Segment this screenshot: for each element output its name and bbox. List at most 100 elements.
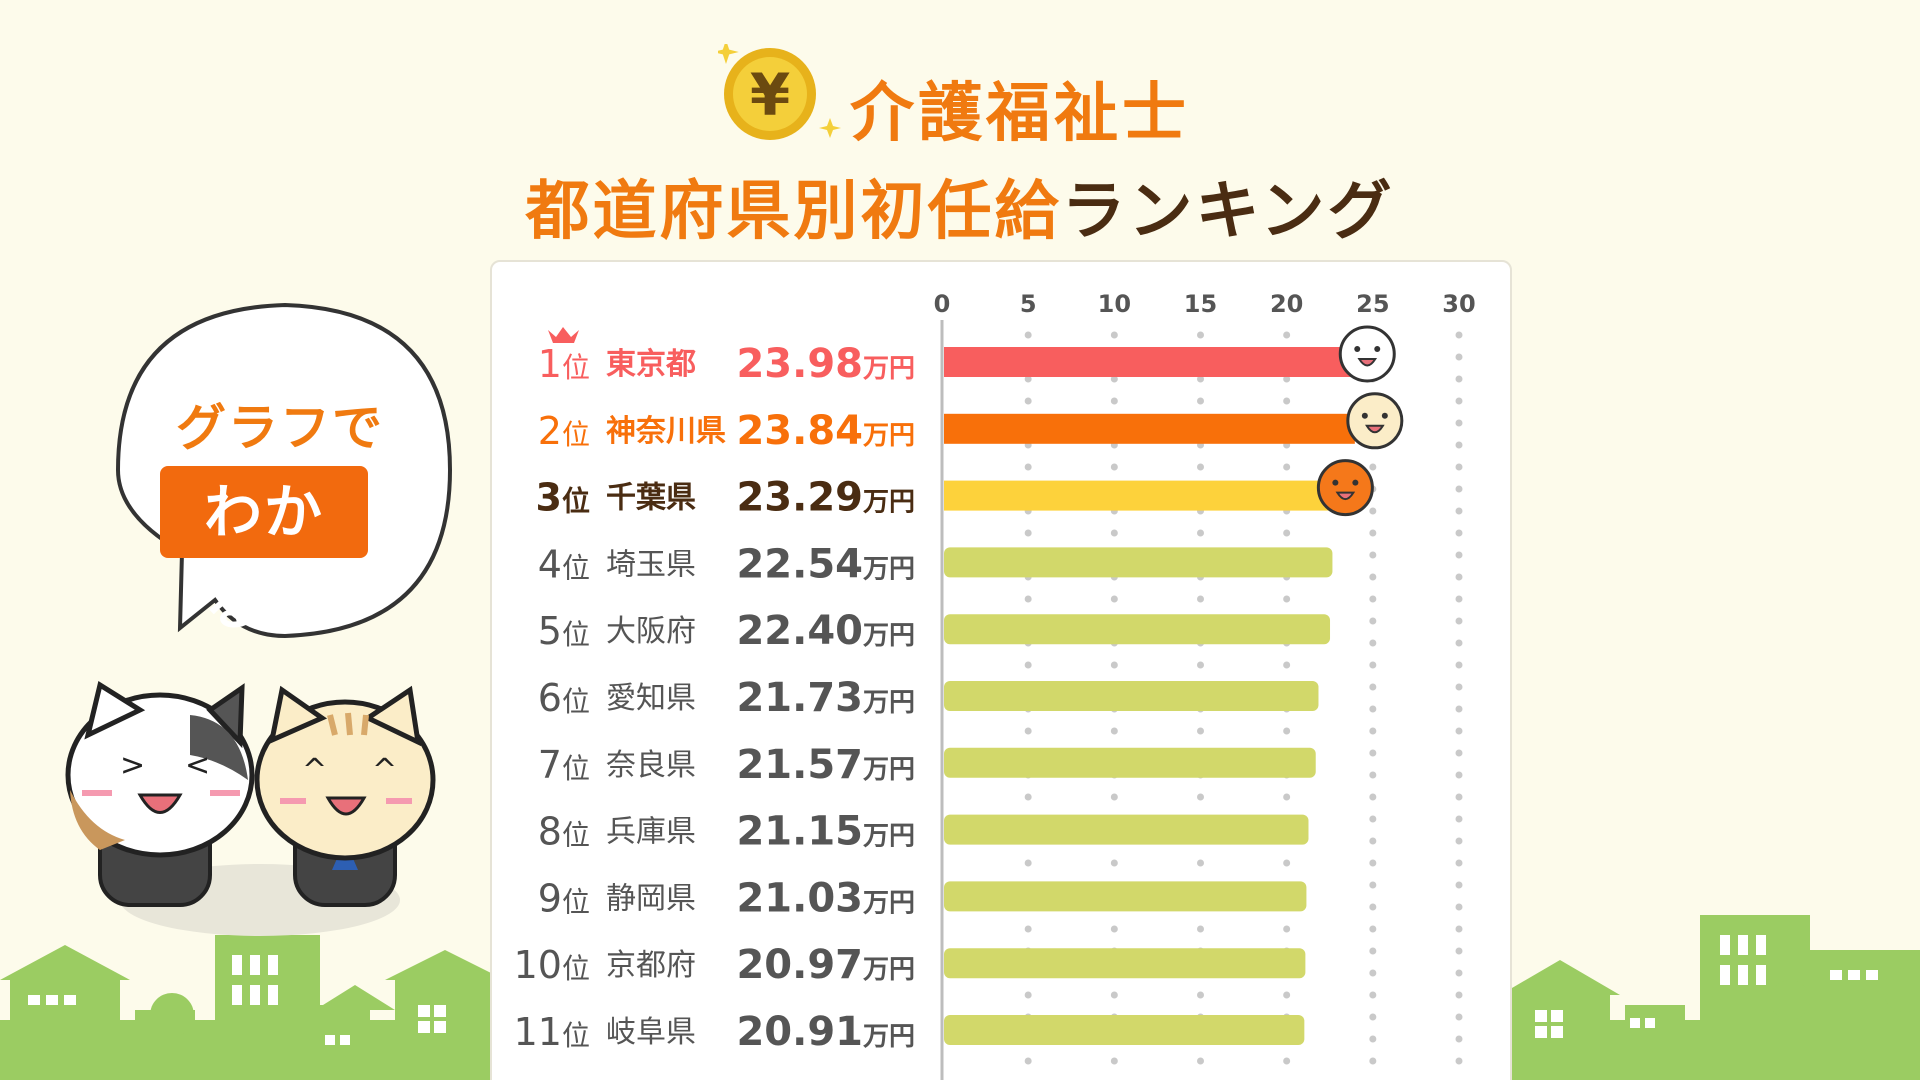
title-line2: 都道府県別初任給ランキング	[0, 160, 1920, 252]
rank-label: 10位	[514, 943, 590, 987]
prefecture-label: 奈良県	[606, 748, 696, 783]
bar	[944, 347, 1358, 377]
value-label: 23.98万円	[736, 341, 915, 387]
rank-suffix: 位	[562, 819, 590, 852]
bar	[944, 480, 1346, 511]
bar	[944, 948, 1306, 979]
crown-icon	[548, 327, 579, 343]
bar	[944, 681, 1319, 711]
prefecture-label: 岐阜県	[606, 1015, 696, 1050]
value-unit: 万円	[863, 955, 915, 985]
prefecture-label: 兵庫県	[606, 815, 696, 850]
prefecture-label: 埼玉県	[606, 547, 696, 582]
rank-suffix: 位	[562, 485, 590, 518]
cat-mascots: > < ^ ^	[65, 681, 436, 936]
rank-label: 4位	[538, 542, 590, 586]
prefecture-label: 静岡県	[606, 881, 696, 916]
value-unit: 万円	[863, 888, 915, 918]
value-unit: 万円	[863, 354, 915, 384]
svg-text:>: >	[120, 748, 145, 783]
value-number: 23.84	[736, 408, 863, 454]
svg-text:^: ^	[372, 753, 397, 788]
bar	[944, 1015, 1305, 1045]
value-label: 22.40万円	[736, 608, 915, 654]
svg-text:^: ^	[302, 753, 327, 788]
bar	[944, 547, 1333, 578]
rank-label: 8位	[538, 810, 590, 854]
rank-suffix: 位	[562, 1019, 590, 1052]
value-label: 21.03万円	[736, 875, 915, 921]
value-unit: 万円	[863, 621, 915, 651]
value-label: 21.73万円	[736, 675, 915, 721]
value-number: 21.15	[736, 809, 863, 855]
value-unit: 万円	[863, 554, 915, 584]
value-unit: 万円	[863, 755, 915, 785]
value-number: 20.91	[736, 1009, 863, 1055]
rank-label: 7位	[538, 743, 590, 787]
value-number: 20.80	[736, 1076, 863, 1080]
title-line1: 介護福祉士	[850, 77, 1190, 151]
prefecture-label: 千葉県	[606, 481, 696, 516]
value-label: 20.80万円	[736, 1076, 915, 1080]
rank-number: 10	[514, 943, 562, 987]
x-tick-label: 30	[1442, 290, 1475, 318]
orange-mascot-icon	[1316, 459, 1374, 517]
rank-suffix: 位	[562, 351, 590, 384]
rank-label: 1位	[538, 342, 590, 386]
rank-number: 8	[538, 810, 562, 854]
x-tick-label: 25	[1356, 290, 1389, 318]
prefecture-label: 京都府	[606, 948, 696, 983]
value-number: 23.98	[736, 341, 863, 387]
value-label: 22.54万円	[736, 541, 915, 587]
rank-number: 4	[538, 542, 562, 586]
calico-cat-face-icon	[1338, 325, 1396, 383]
title-line2-orange: 都道府県別初任給	[525, 175, 1062, 249]
value-label: 20.97万円	[736, 942, 915, 988]
x-tick-label: 10	[1098, 290, 1131, 318]
x-tick-label: 15	[1184, 290, 1217, 318]
bar	[944, 413, 1355, 444]
yen-coin-icon: ¥	[718, 44, 841, 140]
rank-label: 6位	[538, 676, 590, 720]
svg-text:<: <	[185, 748, 210, 783]
rank-label: 3位	[536, 476, 590, 520]
value-number: 22.54	[736, 541, 863, 587]
x-tick-label: 0	[934, 290, 951, 318]
value-unit: 万円	[863, 822, 915, 852]
bubble-text-line2: わかる！	[160, 466, 368, 638]
rank-suffix: 位	[562, 551, 590, 584]
chart-card	[490, 260, 1512, 1080]
rank-suffix: 位	[562, 752, 590, 785]
value-number: 21.03	[736, 875, 863, 921]
rank-label: 2位	[538, 409, 590, 453]
svg-text:¥: ¥	[750, 61, 790, 129]
prefecture-label: 東京都	[606, 347, 696, 382]
x-tick-label: 20	[1270, 290, 1303, 318]
value-unit: 万円	[863, 421, 915, 451]
title-line2-dark: ランキング	[1061, 175, 1395, 249]
rank-label: 11位	[514, 1010, 590, 1054]
prefecture-label: 愛知県	[606, 681, 696, 716]
rank-number: 2	[538, 409, 562, 453]
bar	[944, 881, 1307, 912]
rank-number: 11	[514, 1010, 562, 1054]
rank-number: 6	[538, 676, 562, 720]
value-unit: 万円	[863, 488, 915, 518]
rank-number: 9	[538, 876, 562, 920]
rank-number: 7	[538, 743, 562, 787]
rank-suffix: 位	[562, 418, 590, 451]
tabby-cat-face-icon	[1346, 392, 1404, 450]
rank-label: 9位	[538, 876, 590, 920]
value-label: 20.91万円	[736, 1009, 915, 1055]
rank-label: 5位	[538, 609, 590, 653]
value-label: 21.15万円	[736, 809, 915, 855]
value-unit: 万円	[863, 1022, 915, 1052]
value-number: 20.97	[736, 942, 863, 988]
bubble-text-line1: グラフで	[176, 399, 384, 457]
rank-suffix: 位	[562, 885, 590, 918]
prefecture-label: 大阪府	[606, 614, 696, 649]
prefecture-label: 神奈川県	[606, 414, 726, 449]
value-label: 23.29万円	[736, 475, 915, 521]
rank-suffix: 位	[562, 952, 590, 985]
